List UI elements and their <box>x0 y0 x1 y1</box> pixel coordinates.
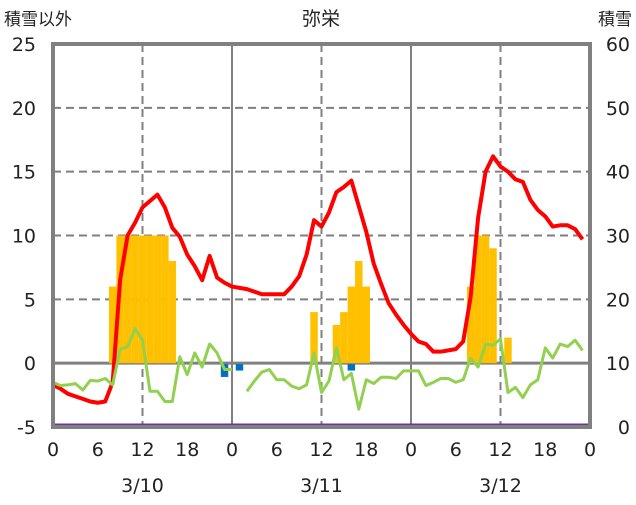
bar-negative <box>235 364 244 371</box>
x-tick: 18 <box>354 439 378 461</box>
bars <box>108 235 512 377</box>
y-tick-left: 20 <box>12 98 36 120</box>
bar-positive <box>168 261 177 364</box>
bar-positive <box>310 312 318 364</box>
bar-positive <box>504 337 512 364</box>
date-label: 3/12 <box>479 475 522 497</box>
bar-positive <box>161 235 169 364</box>
bar-positive <box>340 312 348 364</box>
y-tick-right: 40 <box>606 162 630 184</box>
y-tick-left: 10 <box>12 226 36 248</box>
x-tick: 0 <box>226 439 238 461</box>
x-tick: 18 <box>175 439 199 461</box>
bar-positive <box>123 235 132 364</box>
x-tick: 12 <box>309 439 333 461</box>
y-tick-right: 30 <box>606 226 630 248</box>
chart-title: 弥栄 <box>302 8 340 30</box>
x-tick: 6 <box>92 439 104 461</box>
series-line-green <box>52 327 232 403</box>
x-tick: 18 <box>533 439 557 461</box>
date-label: 3/10 <box>121 475 164 497</box>
bar-positive <box>362 286 370 364</box>
bar-positive <box>138 235 147 364</box>
bar-positive <box>474 235 482 364</box>
bar-positive <box>347 286 356 364</box>
y-tick-right: 60 <box>606 34 630 56</box>
bar-positive <box>481 235 490 364</box>
x-tick: 6 <box>271 439 283 461</box>
y-tick-right: 0 <box>618 417 630 439</box>
y-tick-left: 15 <box>12 162 36 184</box>
bar-positive <box>466 286 475 364</box>
bar-positive <box>153 235 162 364</box>
series-line-red <box>52 154 585 405</box>
x-tick: 0 <box>584 439 596 461</box>
series-line-green <box>245 337 584 411</box>
date-label: 3/11 <box>300 475 343 497</box>
x-tick: 12 <box>130 439 154 461</box>
x-tick: 0 <box>47 439 59 461</box>
right-axis-label: 積雪 <box>598 10 632 30</box>
bar-negative <box>347 364 356 371</box>
y-tick-right: 10 <box>606 353 630 375</box>
bar-positive <box>332 324 341 364</box>
x-tick: 0 <box>405 439 417 461</box>
x-tick: 12 <box>488 439 512 461</box>
y-tick-right: 20 <box>606 289 630 311</box>
y-tick-left: 0 <box>24 353 36 375</box>
y-tick-left: -5 <box>17 417 36 439</box>
x-tick: 6 <box>450 439 462 461</box>
y-tick-left: 25 <box>12 34 36 56</box>
y-tick-left: 5 <box>24 289 36 311</box>
y-tick-right: 50 <box>606 98 630 120</box>
bar-positive <box>108 286 117 364</box>
bar-positive <box>131 235 139 364</box>
bar-positive <box>146 235 154 364</box>
bar-positive <box>355 261 363 364</box>
left-axis-label: 積雪以外 <box>4 10 72 30</box>
plot-border <box>51 42 592 429</box>
bar-positive <box>489 248 497 364</box>
